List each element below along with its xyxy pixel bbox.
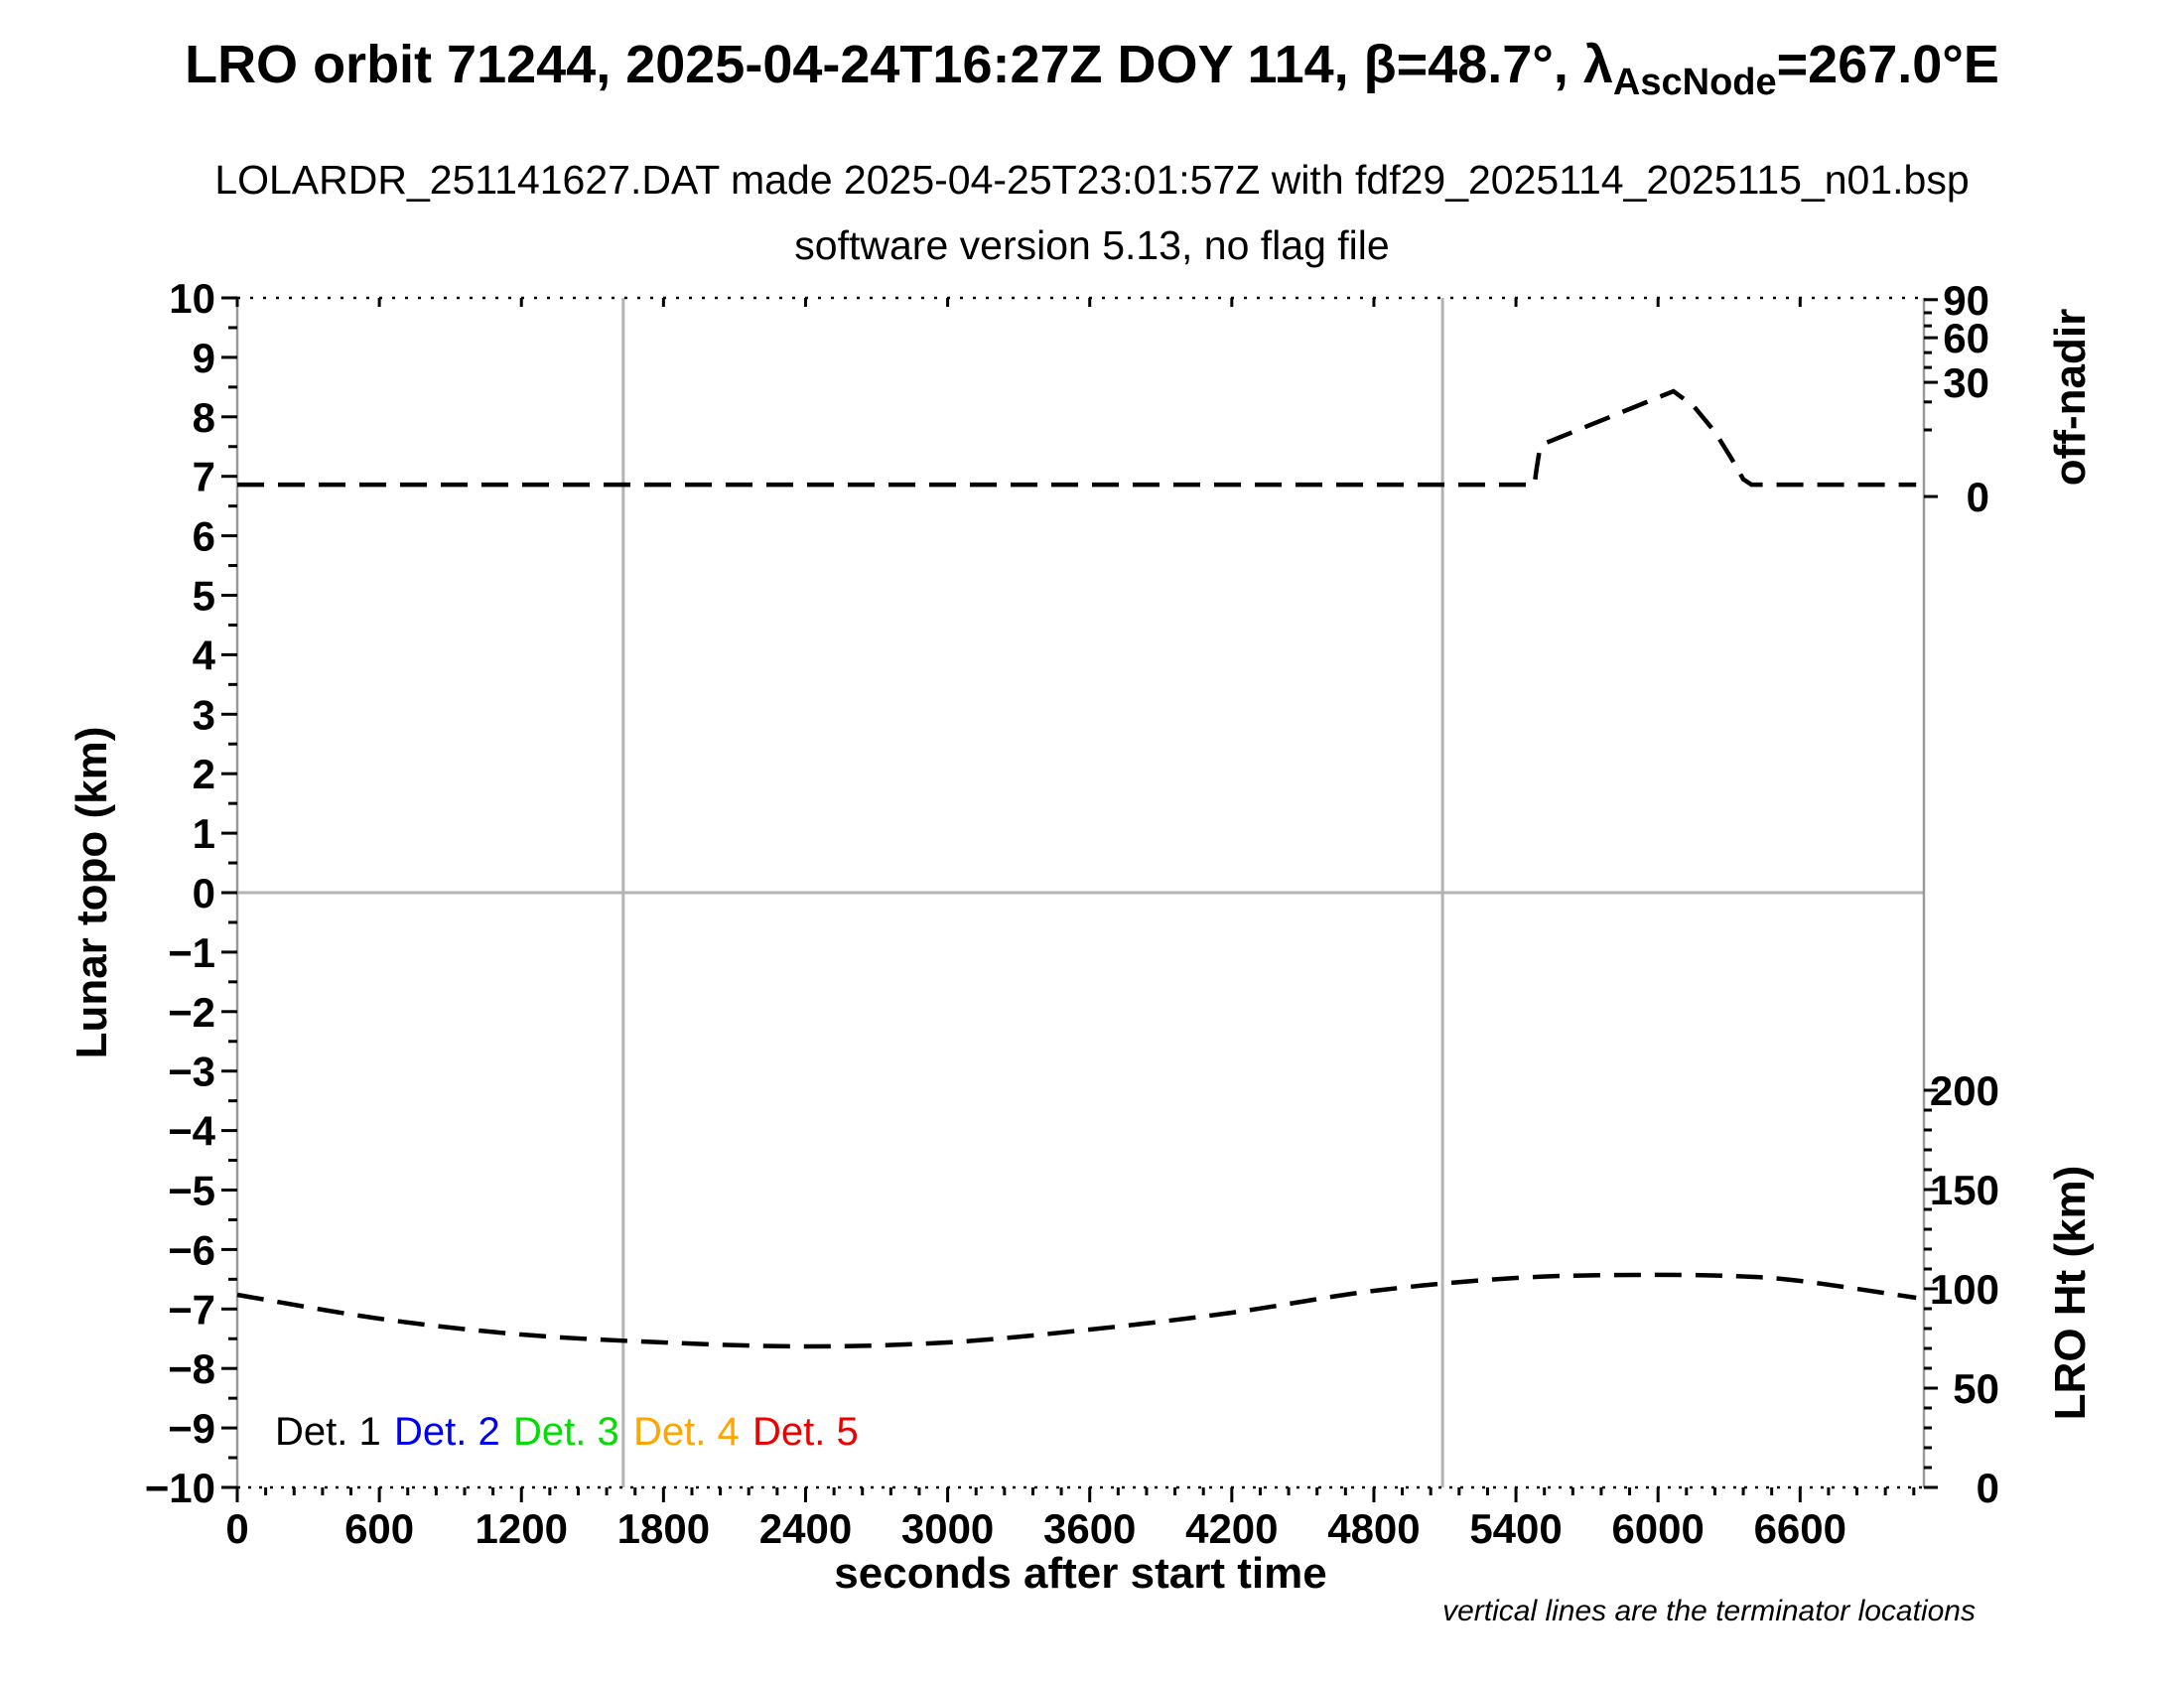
- offnadir-tick-label: 0: [1967, 474, 1989, 520]
- x-axis-title: seconds after start time: [834, 1549, 1327, 1598]
- x-tick-label: 600: [344, 1505, 414, 1552]
- left-tick-label: 5: [193, 573, 215, 620]
- left-tick-label: −1: [168, 929, 215, 976]
- offnadir-tick-label: 30: [1943, 359, 1989, 406]
- x-tick-label: 0: [225, 1505, 248, 1552]
- left-tick-label: 10: [169, 275, 215, 322]
- x-tick-label: 3600: [1043, 1505, 1136, 1552]
- subtitle-file-line: LOLARDR_251141627.DAT made 2025-04-25T23…: [214, 157, 1970, 203]
- right-axis-title-offnadir: off-nadir: [2046, 308, 2095, 487]
- x-tick-label: 6600: [1754, 1505, 1846, 1552]
- left-tick-label: 4: [193, 632, 216, 678]
- left-tick-label: 1: [193, 810, 215, 857]
- left-tick-label: 3: [193, 691, 215, 738]
- ht-tick-label: 150: [1930, 1167, 1999, 1213]
- legend-item-det5: Det. 5: [752, 1410, 859, 1454]
- off-nadir-curve: [237, 388, 1917, 488]
- left-tick-label: 2: [193, 751, 215, 797]
- ht-tick-label: 0: [1977, 1465, 1999, 1511]
- left-tick-label: −9: [168, 1405, 215, 1452]
- title-main: LRO orbit 71244, 2025-04-24T16:27Z DOY 1…: [185, 35, 1613, 94]
- x-tick-label: 1200: [476, 1505, 568, 1552]
- left-tick-label: −3: [168, 1049, 215, 1095]
- left-tick-label: −7: [168, 1286, 215, 1333]
- page-title: LRO orbit 71244, 2025-04-24T16:27Z DOY 1…: [0, 34, 2184, 104]
- left-tick-label: 0: [193, 870, 215, 916]
- x-tick-label: 4800: [1327, 1505, 1420, 1552]
- title-subscript: AscNode: [1612, 61, 1777, 103]
- legend-item-det3: Det. 3: [513, 1410, 619, 1454]
- offnadir-tick-label: 90: [1943, 277, 1989, 324]
- title-tail: =267.0°E: [1776, 35, 1999, 94]
- terminator-footnote: vertical lines are the terminator locati…: [1442, 1595, 1976, 1627]
- x-tick-label: 6000: [1611, 1505, 1704, 1552]
- right-axis-title-lro-ht: LRO Ht (km): [2046, 1165, 2095, 1421]
- left-tick-label: −5: [168, 1168, 215, 1214]
- x-tick-label: 2400: [759, 1505, 852, 1552]
- left-tick-label: −2: [168, 989, 215, 1036]
- ht-tick-label: 50: [1953, 1365, 1999, 1412]
- legend-item-det2: Det. 2: [394, 1410, 500, 1454]
- left-tick-label: 7: [193, 454, 215, 500]
- x-tick-label: 3000: [901, 1505, 994, 1552]
- left-tick-label: 9: [193, 335, 215, 381]
- subtitle-version-line: software version 5.13, no flag file: [794, 222, 1390, 268]
- ht-tick-label: 200: [1930, 1067, 1999, 1114]
- left-tick-label: −4: [168, 1108, 216, 1155]
- legend-item-det4: Det. 4: [633, 1410, 740, 1454]
- ht-tick-label: 100: [1930, 1266, 1999, 1313]
- x-tick-label: 4200: [1185, 1505, 1278, 1552]
- offnadir-tick-label: 60: [1943, 315, 1989, 361]
- left-tick-label: −6: [168, 1226, 215, 1273]
- lro-height-curve: [236, 1272, 1917, 1349]
- left-tick-label: 8: [193, 394, 215, 441]
- legend-item-det1: Det. 1: [275, 1410, 381, 1454]
- left-tick-label: −10: [145, 1465, 215, 1511]
- left-tick-label: −8: [168, 1345, 215, 1392]
- left-axis-title: Lunar topo (km): [68, 726, 116, 1059]
- x-tick-label: 1800: [617, 1505, 710, 1552]
- left-tick-label: 6: [193, 513, 215, 560]
- x-tick-label: 5400: [1469, 1505, 1562, 1552]
